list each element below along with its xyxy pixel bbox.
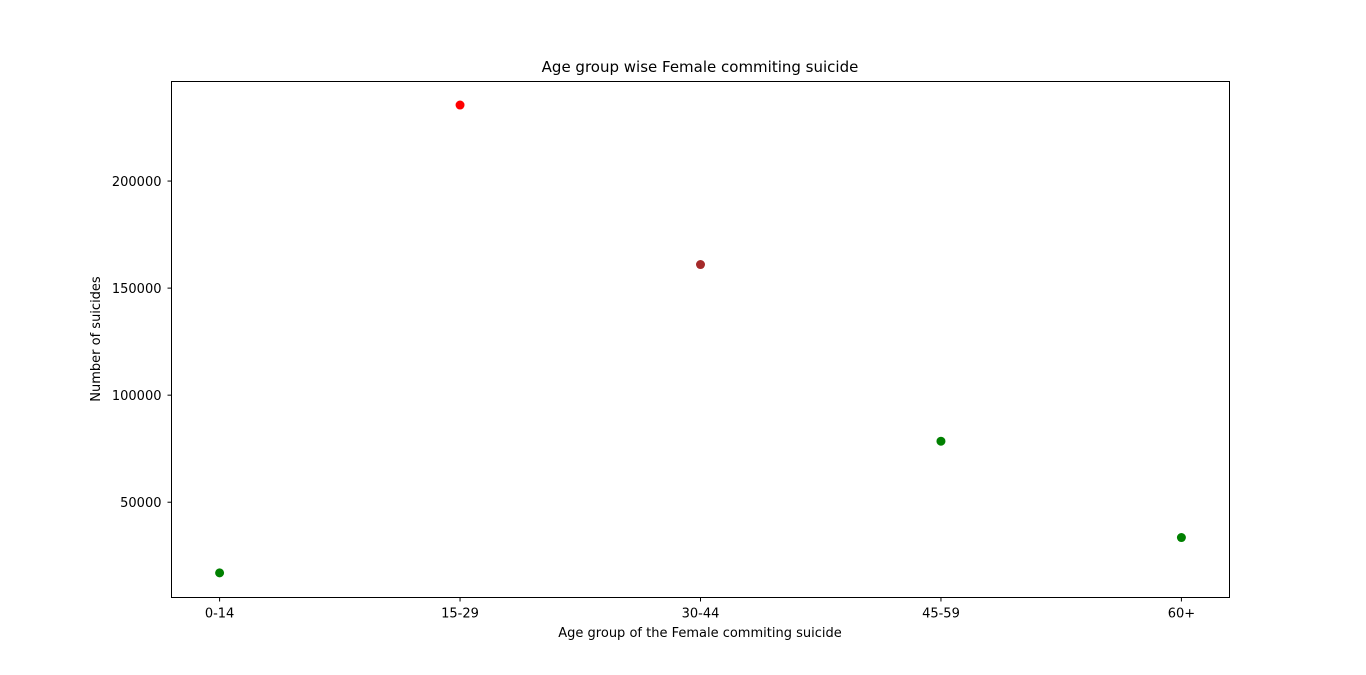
x-tick-label: 30-44 (682, 607, 720, 622)
x-tick-label: 0-14 (205, 607, 235, 622)
scatter-point-15-29 (455, 100, 465, 110)
y-axis-label: Number of suicides (89, 276, 104, 402)
x-tick-label: 60+ (1168, 607, 1195, 622)
data-points (215, 100, 1186, 578)
y-tick-label: 100000 (112, 389, 162, 404)
x-axis-ticks: 0-14 15-29 30-44 45-59 60+ (205, 597, 1195, 622)
x-tick-label: 15-29 (441, 607, 479, 622)
y-tick-label: 150000 (112, 282, 162, 297)
x-tick-label: 45-59 (922, 607, 960, 622)
y-tick-label: 50000 (120, 496, 161, 511)
scatter-point-0-14 (215, 568, 225, 578)
scatter-point-30-44 (696, 260, 705, 270)
x-axis-label: Age group of the Female commiting suicid… (558, 626, 841, 641)
y-tick-label: 200000 (112, 175, 162, 190)
y-axis-ticks: 50000 100000 150000 200000 (112, 175, 172, 511)
scatter-point-60plus (1176, 533, 1186, 543)
chart-title: Age group wise Female commiting suicide (542, 58, 859, 76)
scatter-point-45-59 (936, 436, 946, 446)
